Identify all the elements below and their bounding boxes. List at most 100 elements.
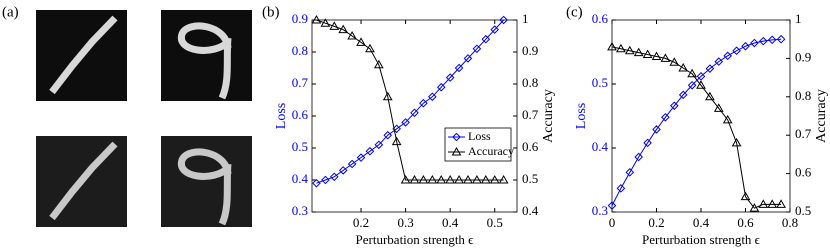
marker [713,103,724,112]
marker [741,41,750,51]
marker [740,191,751,201]
marker [338,24,349,34]
marker [481,34,491,44]
marker [419,98,428,108]
marker [758,199,769,208]
marker [329,21,340,30]
panel-label: (b) [262,4,280,20]
marker [427,174,438,184]
marker [365,43,375,53]
marker [428,92,437,102]
marker [472,174,482,184]
y2-tick-label: 1 [522,11,529,26]
marker [749,203,760,212]
marker [714,57,724,66]
y2-tick-label: 1 [795,11,802,26]
marker [373,59,384,69]
marker [374,140,384,150]
marker [767,199,778,208]
marker [642,49,653,59]
marker [607,201,617,210]
marker [472,44,482,54]
y-tick-label: 0.5 [592,75,608,90]
y-axis-label: Loss [274,103,289,129]
y-tick-label: 0.8 [292,43,308,58]
marker [391,136,402,146]
marker [651,51,662,60]
marker [451,146,462,156]
marker [687,68,697,78]
digit-stroke [178,22,232,100]
marker [436,82,446,92]
x-tick-label: 0.5 [487,215,503,230]
panel-label: (c) [566,4,583,20]
marker [463,54,473,63]
marker [452,132,461,142]
y2-axis-label: Accuracy [541,89,556,143]
marker [454,174,464,184]
y2-tick-label: 0.7 [522,107,539,122]
marker [445,73,455,82]
marker [722,114,733,124]
y-tick-label: 0.5 [292,139,308,154]
marker [383,130,393,140]
marker [705,91,715,101]
y-tick-label: 0.7 [292,75,309,90]
marker [365,146,375,156]
marker [731,137,742,147]
marker [616,184,626,193]
y-tick-label: 0.4 [592,139,609,154]
marker [329,172,339,182]
y2-tick-label: 0.8 [522,75,538,90]
legend-label: Accuracy [468,144,514,158]
y-tick-label: 0.9 [292,11,308,26]
marker [758,36,768,46]
x-tick-label: 0.2 [648,215,664,230]
x-tick-label: 0.4 [693,215,710,230]
y2-tick-label: 0.8 [795,88,811,103]
x-tick-label: 0 [609,215,616,230]
digit-images [36,10,252,227]
marker [696,72,706,81]
marker [489,174,500,184]
marker [321,175,330,185]
marker [347,30,357,40]
marker [382,91,393,101]
x-tick-label: 0.4 [442,215,459,230]
marker [347,159,357,169]
marker [633,47,644,57]
marker [312,178,321,188]
y2-tick-label: 0.9 [522,43,538,58]
marker [678,90,688,100]
marker [320,18,331,27]
x-tick-label: 0.3 [397,215,413,230]
marker [643,138,652,148]
marker [696,80,706,89]
marker [652,125,661,134]
y-tick-label: 0.3 [592,203,608,218]
x-axis-label: Perturbation strength ϵ [356,232,474,247]
x-tick-label: 0.8 [782,215,798,230]
marker [454,63,464,73]
y2-tick-label: 0.7 [795,126,812,141]
y2-tick-label: 0.6 [795,165,812,180]
marker [311,14,322,24]
marker [410,108,419,118]
y-tick-label: 0.3 [292,203,308,218]
marker [401,118,410,127]
series-line [611,46,782,209]
x-tick-label: 0.2 [353,215,369,230]
x-tick-label: 0.6 [737,215,754,230]
marker [723,51,733,61]
y-tick-label: 0.6 [292,107,309,122]
marker [767,35,777,45]
marker [634,152,644,162]
marker [409,174,420,184]
marker [705,64,715,73]
marker [732,46,741,56]
digit-stroke [49,141,118,221]
y-axis-label: Loss [574,103,589,129]
